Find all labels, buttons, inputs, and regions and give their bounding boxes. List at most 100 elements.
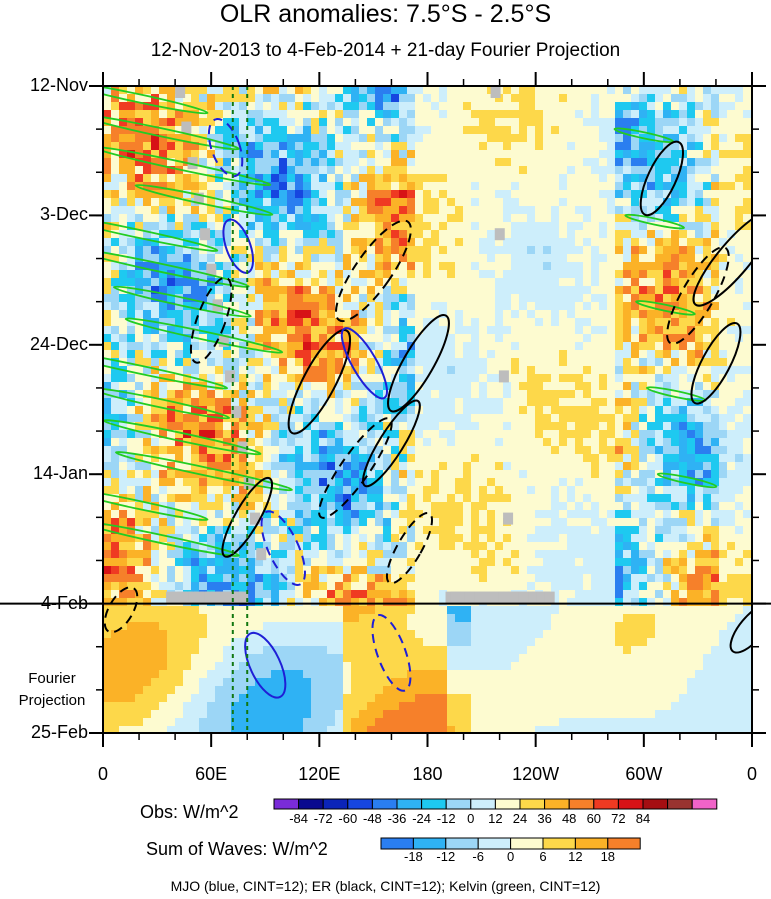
anomaly-cell xyxy=(223,142,232,151)
anomaly-cell xyxy=(135,302,144,311)
anomaly-cell xyxy=(367,246,376,255)
anomaly-cell xyxy=(551,406,560,415)
anomaly-cell xyxy=(351,494,360,503)
anomaly-cell xyxy=(191,462,200,471)
anomaly-cell xyxy=(743,174,752,183)
anomaly-cell xyxy=(519,102,528,111)
anomaly-cell xyxy=(567,158,576,167)
anomaly-cell xyxy=(391,326,400,335)
anomaly-cell xyxy=(159,422,168,431)
anomaly-cell xyxy=(231,150,240,159)
anomaly-cell xyxy=(479,430,488,439)
anomaly-cell xyxy=(407,446,416,455)
anomaly-cell xyxy=(407,102,416,111)
anomaly-cell xyxy=(535,478,544,487)
anomaly-cell xyxy=(687,398,696,407)
anomaly-cell xyxy=(455,102,464,111)
anomaly-cell xyxy=(119,270,128,279)
anomaly-cell xyxy=(703,454,712,463)
anomaly-cell xyxy=(471,142,480,151)
anomaly-cell xyxy=(335,166,344,175)
anomaly-cell xyxy=(439,142,448,151)
anomaly-cell xyxy=(415,214,424,223)
anomaly-cell xyxy=(415,446,424,455)
anomaly-cell xyxy=(263,318,272,327)
anomaly-cell xyxy=(615,238,624,247)
anomaly-cell xyxy=(479,542,488,551)
anomaly-cell xyxy=(671,494,680,503)
anomaly-cell xyxy=(367,254,376,263)
anomaly-cell xyxy=(367,182,376,191)
anomaly-cell xyxy=(551,502,560,511)
anomaly-cell xyxy=(743,518,752,527)
anomaly-cell xyxy=(199,406,208,415)
anomaly-cell xyxy=(479,486,488,495)
anomaly-cell xyxy=(631,518,640,527)
anomaly-cell xyxy=(431,398,440,407)
anomaly-cell xyxy=(383,86,392,95)
anomaly-cell xyxy=(479,214,488,223)
anomaly-cell xyxy=(551,542,560,551)
anomaly-cell xyxy=(431,174,440,183)
anomaly-cell xyxy=(223,358,232,367)
anomaly-cell xyxy=(359,438,368,447)
anomaly-cell xyxy=(527,350,536,359)
anomaly-cell xyxy=(359,518,368,527)
anomaly-cell xyxy=(639,238,648,247)
anomaly-cell xyxy=(743,398,752,407)
anomaly-cell xyxy=(439,94,448,103)
anomaly-cell xyxy=(671,286,680,295)
anomaly-cell xyxy=(335,246,344,255)
anomaly-cell xyxy=(135,142,144,151)
anomaly-cell xyxy=(511,566,520,575)
anomaly-cell xyxy=(527,166,536,175)
anomaly-cell xyxy=(279,206,288,215)
anomaly-cell xyxy=(463,438,472,447)
anomaly-cell xyxy=(295,262,304,271)
anomaly-cell xyxy=(391,150,400,159)
anomaly-cell xyxy=(359,278,368,287)
anomaly-cell xyxy=(663,422,672,431)
anomaly-cell xyxy=(319,502,328,511)
anomaly-cell xyxy=(127,518,136,527)
anomaly-cell xyxy=(327,230,336,239)
anomaly-cell xyxy=(687,198,696,207)
anomaly-cell xyxy=(495,438,504,447)
anomaly-cell xyxy=(295,566,304,575)
anomaly-cell xyxy=(399,334,408,343)
anomaly-cell xyxy=(479,246,488,255)
anomaly-cell xyxy=(383,230,392,239)
anomaly-cell xyxy=(311,398,320,407)
anomaly-cell xyxy=(127,422,136,431)
anomaly-cell xyxy=(447,118,456,127)
anomaly-cell xyxy=(287,478,296,487)
anomaly-cell xyxy=(495,558,504,567)
anomaly-cell xyxy=(527,318,536,327)
anomaly-cell xyxy=(343,406,352,415)
anomaly-cell xyxy=(503,486,512,495)
anomaly-cell xyxy=(527,486,536,495)
anomaly-cell xyxy=(479,406,488,415)
anomaly-cell xyxy=(231,446,240,455)
anomaly-cell xyxy=(263,390,272,399)
anomaly-cell xyxy=(191,86,200,95)
anomaly-cell xyxy=(167,566,176,575)
anomaly-cell xyxy=(207,526,216,535)
anomaly-cell xyxy=(487,158,496,167)
anomaly-cell xyxy=(359,102,368,111)
anomaly-cell xyxy=(727,414,736,423)
anomaly-cell xyxy=(639,494,648,503)
anomaly-cell xyxy=(119,326,128,335)
anomaly-cell xyxy=(615,430,624,439)
anomaly-cell xyxy=(111,486,120,495)
anomaly-cell xyxy=(391,270,400,279)
anomaly-cell xyxy=(351,230,360,239)
anomaly-cell xyxy=(399,302,408,311)
anomaly-cell xyxy=(183,390,192,399)
anomaly-cell xyxy=(103,318,112,327)
anomaly-cell xyxy=(663,294,672,303)
anomaly-cell xyxy=(359,502,368,511)
anomaly-cell xyxy=(519,430,528,439)
anomaly-cell xyxy=(295,486,304,495)
anomaly-cell xyxy=(279,518,288,527)
